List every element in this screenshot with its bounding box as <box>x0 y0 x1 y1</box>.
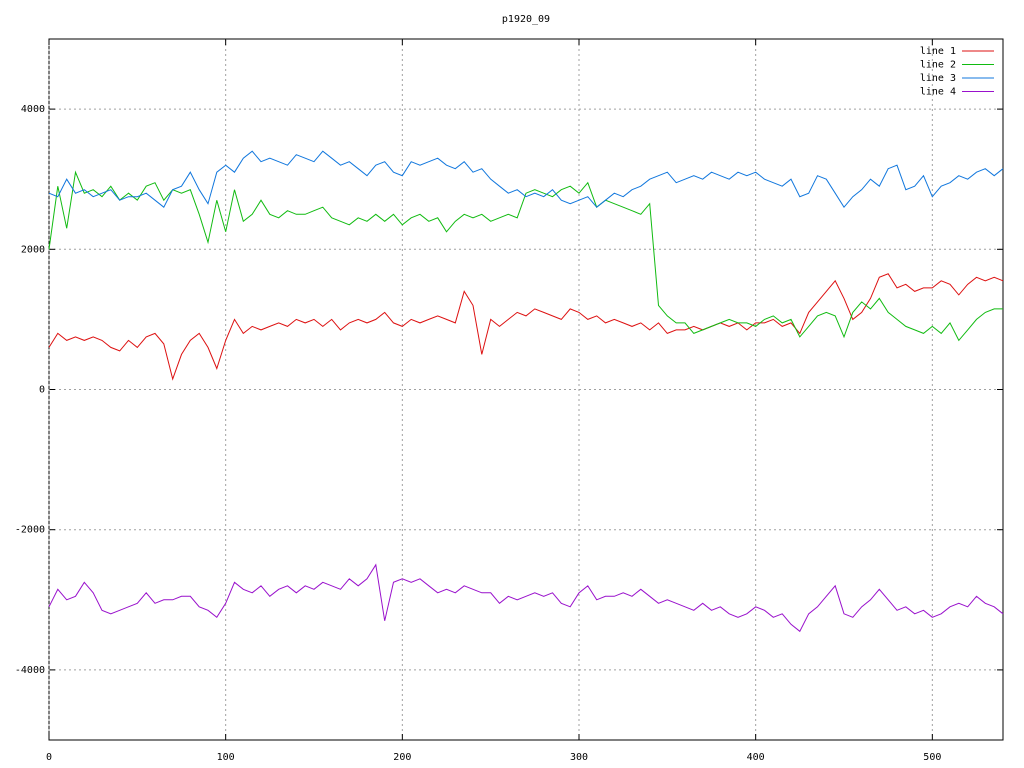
y-tick-label: -4000 <box>15 665 45 676</box>
x-tick-label: 400 <box>747 752 765 763</box>
series-line <box>48 273 1004 381</box>
x-tick-label: 300 <box>570 752 588 763</box>
series-line <box>48 563 1004 633</box>
x-tick-label: 0 <box>46 752 52 763</box>
y-tick-label: 0 <box>39 385 45 396</box>
series-line <box>48 150 1004 209</box>
legend-label: line 1 <box>920 46 956 57</box>
y-tick-label: 2000 <box>21 244 45 255</box>
legend-label: line 3 <box>920 73 956 84</box>
x-tick-label: 500 <box>923 752 941 763</box>
x-tick-label: 200 <box>393 752 411 763</box>
series-line <box>48 170 1003 342</box>
y-tick-label: -2000 <box>15 525 45 536</box>
legend-label: line 4 <box>920 87 956 98</box>
x-tick-label: 100 <box>217 752 235 763</box>
y-tick-label: 4000 <box>21 104 45 115</box>
legend-label: line 2 <box>920 60 956 71</box>
chart-title: p1920_09 <box>502 14 550 25</box>
